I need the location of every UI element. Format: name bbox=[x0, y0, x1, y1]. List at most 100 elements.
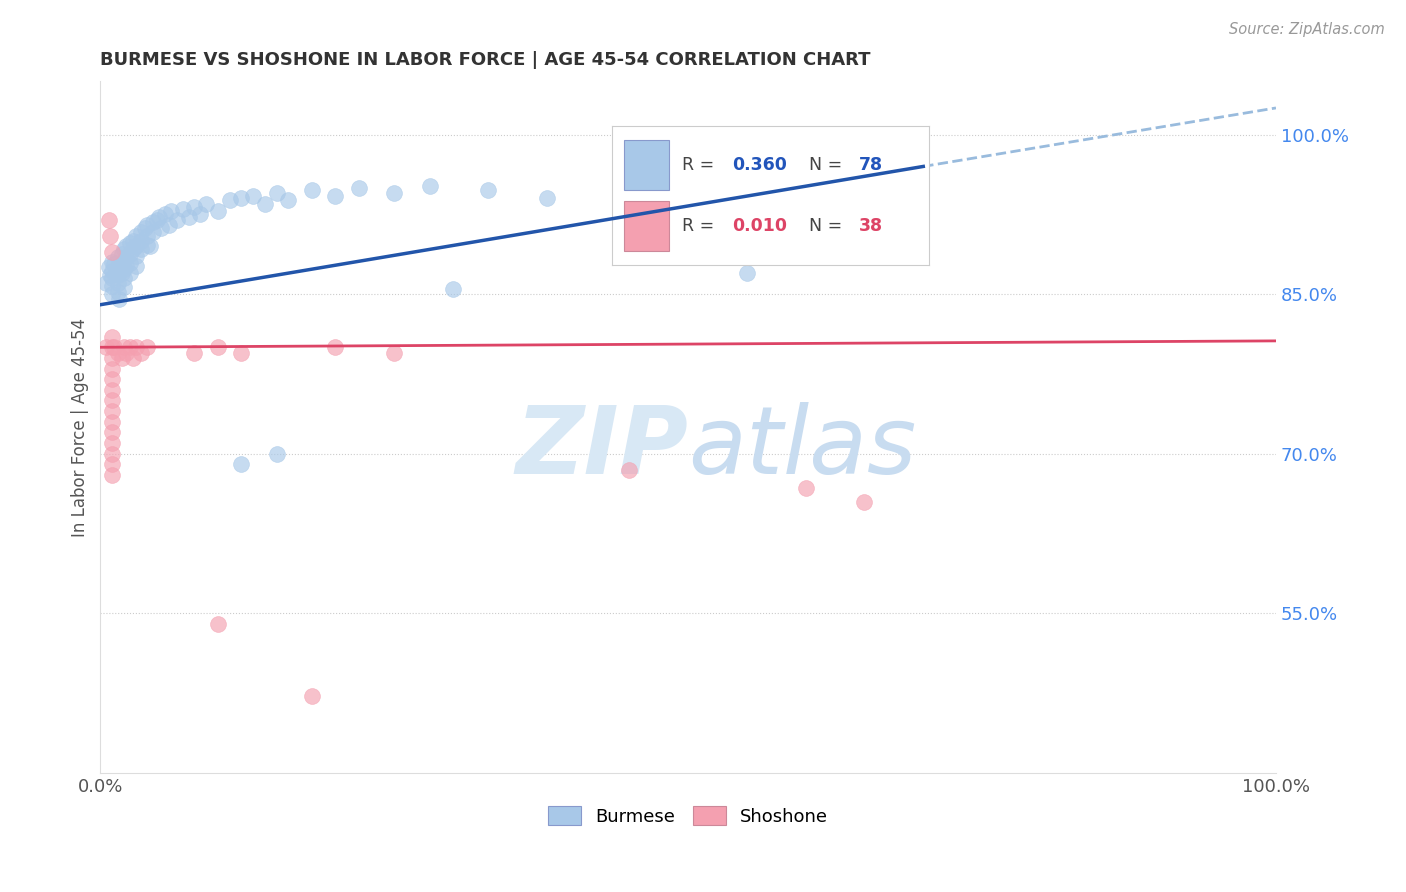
Point bbox=[107, 268, 129, 282]
Point bbox=[103, 257, 125, 271]
Point bbox=[101, 447, 124, 461]
Point bbox=[177, 211, 200, 225]
Point bbox=[118, 266, 141, 280]
Point bbox=[101, 383, 124, 397]
Point bbox=[277, 194, 299, 208]
Point bbox=[131, 226, 153, 240]
Point bbox=[101, 351, 124, 365]
Point bbox=[108, 293, 131, 307]
Point bbox=[101, 436, 124, 450]
Point bbox=[112, 253, 135, 268]
Point bbox=[619, 178, 641, 193]
Point bbox=[101, 287, 124, 301]
Point bbox=[107, 260, 129, 275]
Point bbox=[136, 218, 159, 232]
Point bbox=[619, 462, 641, 476]
Point bbox=[477, 183, 499, 197]
Point bbox=[110, 257, 132, 271]
Point bbox=[172, 202, 194, 216]
Point bbox=[136, 340, 159, 354]
Point bbox=[166, 212, 188, 227]
Point bbox=[242, 189, 264, 203]
Point bbox=[142, 215, 165, 229]
Point bbox=[183, 345, 205, 359]
Point bbox=[131, 345, 153, 359]
Point bbox=[131, 234, 153, 248]
Point bbox=[112, 279, 135, 293]
Text: ZIP: ZIP bbox=[515, 401, 688, 494]
Point bbox=[124, 340, 146, 354]
Point bbox=[195, 196, 218, 211]
Point bbox=[101, 278, 124, 293]
Point bbox=[118, 256, 141, 270]
Point bbox=[735, 266, 758, 280]
Point bbox=[101, 244, 124, 259]
Point bbox=[207, 616, 229, 631]
Point bbox=[153, 207, 176, 221]
Point bbox=[110, 246, 132, 260]
Point bbox=[101, 372, 124, 386]
Point bbox=[157, 218, 180, 232]
Point bbox=[142, 226, 165, 240]
Point bbox=[231, 191, 253, 205]
Point bbox=[138, 239, 160, 253]
Point bbox=[266, 447, 288, 461]
Point bbox=[101, 393, 124, 408]
Point bbox=[146, 212, 169, 227]
Point bbox=[183, 200, 205, 214]
Point bbox=[131, 243, 153, 257]
Point bbox=[112, 271, 135, 285]
Y-axis label: In Labor Force | Age 45-54: In Labor Force | Age 45-54 bbox=[72, 318, 89, 537]
Point bbox=[118, 340, 141, 354]
Point bbox=[124, 228, 146, 243]
Point bbox=[97, 212, 120, 227]
Point bbox=[96, 277, 118, 291]
Point bbox=[101, 457, 124, 471]
Point bbox=[231, 457, 253, 471]
Point bbox=[101, 404, 124, 418]
Point bbox=[124, 239, 146, 253]
Point bbox=[253, 196, 276, 211]
Point bbox=[136, 238, 159, 252]
Point bbox=[101, 415, 124, 429]
Point bbox=[218, 194, 240, 208]
Point bbox=[112, 261, 135, 276]
Point bbox=[112, 243, 135, 257]
Point bbox=[325, 189, 347, 203]
Point bbox=[96, 340, 118, 354]
Point bbox=[122, 243, 145, 257]
Point bbox=[118, 246, 141, 260]
Point bbox=[115, 260, 138, 274]
Point bbox=[794, 481, 817, 495]
Point bbox=[110, 266, 132, 280]
Point bbox=[97, 260, 120, 275]
Point bbox=[118, 235, 141, 250]
Point bbox=[104, 266, 127, 280]
Point bbox=[101, 340, 124, 354]
Point bbox=[98, 268, 121, 282]
Point bbox=[382, 345, 405, 359]
Legend: Burmese, Shoshone: Burmese, Shoshone bbox=[541, 799, 835, 833]
Point bbox=[107, 277, 129, 291]
Point bbox=[101, 271, 124, 285]
Point bbox=[853, 494, 876, 508]
Point bbox=[112, 340, 135, 354]
Point bbox=[160, 204, 183, 219]
Point bbox=[418, 178, 440, 193]
Point bbox=[536, 191, 558, 205]
Point bbox=[101, 255, 124, 269]
Point bbox=[136, 228, 159, 243]
Point bbox=[107, 285, 129, 299]
Point bbox=[150, 221, 173, 235]
Text: atlas: atlas bbox=[688, 402, 917, 493]
Point bbox=[107, 250, 129, 264]
Point bbox=[231, 345, 253, 359]
Text: BURMESE VS SHOSHONE IN LABOR FORCE | AGE 45-54 CORRELATION CHART: BURMESE VS SHOSHONE IN LABOR FORCE | AGE… bbox=[100, 51, 870, 69]
Point bbox=[301, 183, 323, 197]
Point bbox=[110, 351, 132, 365]
Point bbox=[115, 250, 138, 264]
Point bbox=[266, 186, 288, 200]
Point bbox=[441, 282, 464, 296]
Point bbox=[148, 211, 170, 225]
Point bbox=[325, 340, 347, 354]
